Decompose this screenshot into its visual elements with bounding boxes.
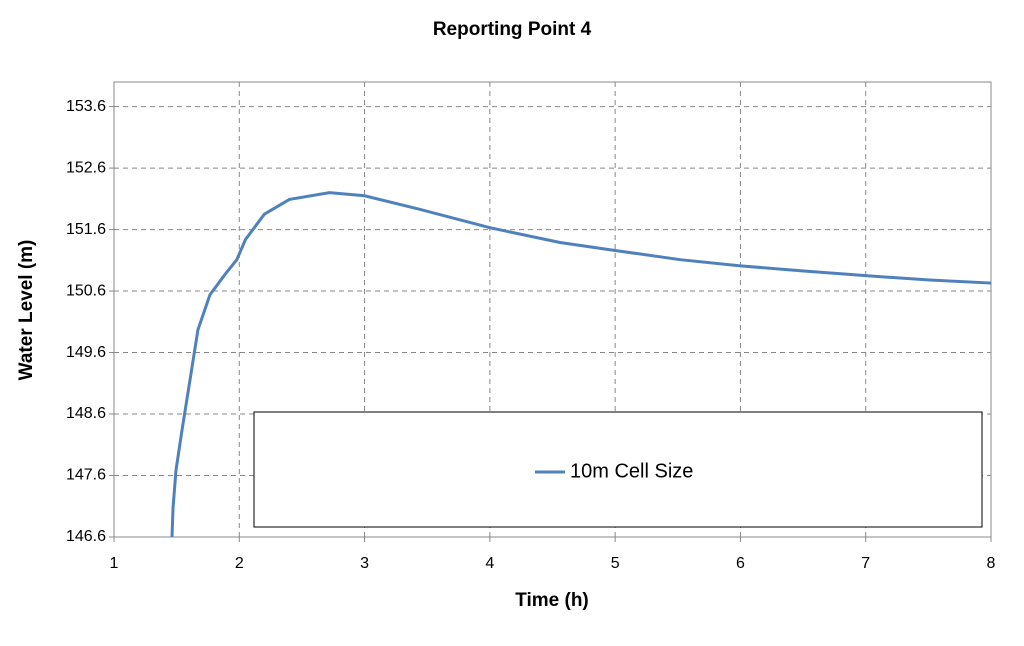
x-tick-label: 3	[360, 555, 369, 572]
y-axis-title: Water Level (m)	[16, 240, 37, 381]
x-tick-label: 2	[235, 555, 244, 572]
y-tick-label: 148.6	[66, 405, 106, 422]
y-tick-label: 152.6	[66, 159, 106, 176]
x-tick-label: 7	[861, 555, 870, 572]
y-tick-label: 151.6	[66, 221, 106, 238]
y-tick-label: 147.6	[66, 467, 106, 484]
data-line	[170, 191, 992, 538]
y-tick-label: 150.6	[66, 282, 106, 299]
x-tick-label: 5	[611, 555, 620, 572]
legend-label: 10m Cell Size	[570, 460, 693, 482]
x-axis-title: Time (h)	[515, 590, 589, 611]
y-tick-label: 146.6	[66, 528, 106, 545]
plot-frame	[113, 81, 992, 538]
x-tick-label: 1	[110, 555, 119, 572]
y-tick-label: 153.6	[66, 98, 106, 115]
x-tick-label: 4	[485, 555, 494, 572]
y-tick-label: 149.6	[66, 344, 106, 361]
x-tick-label: 6	[736, 555, 745, 572]
x-tick-label: 8	[987, 555, 996, 572]
chart-title: Reporting Point 4	[433, 19, 592, 40]
legend-box	[253, 411, 983, 528]
